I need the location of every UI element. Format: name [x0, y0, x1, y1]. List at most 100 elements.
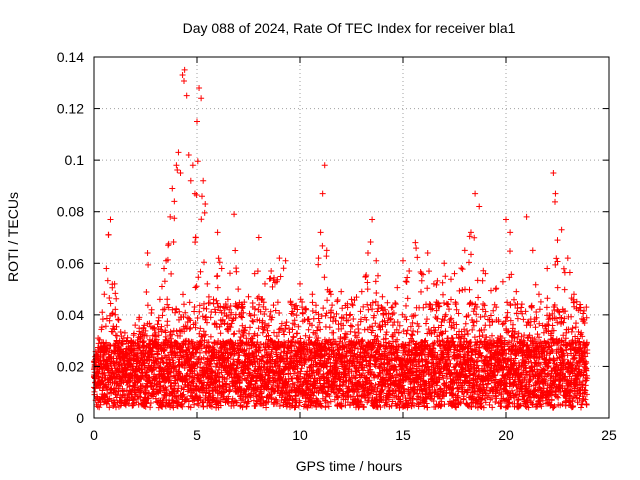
data-point — [507, 229, 514, 236]
data-point — [144, 249, 151, 256]
y-tick-label: 0.06 — [57, 255, 84, 271]
data-point — [255, 234, 262, 241]
data-point — [348, 296, 355, 303]
data-point — [451, 270, 458, 277]
data-point — [503, 216, 509, 223]
data-point — [467, 229, 474, 236]
data-point — [158, 283, 165, 290]
data-point — [189, 162, 196, 169]
data-point — [165, 242, 172, 249]
y-tick-label: 0 — [76, 410, 84, 426]
y-tick-label: 0.04 — [57, 307, 84, 323]
data-point — [282, 257, 289, 264]
data-point — [245, 293, 252, 300]
data-point — [309, 291, 316, 298]
data-point — [99, 309, 106, 316]
data-point — [194, 118, 200, 125]
data-point — [101, 291, 108, 298]
data-point — [476, 203, 483, 210]
data-point — [424, 249, 431, 256]
data-point — [185, 151, 192, 158]
data-point — [202, 200, 209, 207]
data-point — [535, 291, 542, 298]
data-point — [169, 185, 176, 192]
y-axis-label: ROTI / TECUs — [5, 192, 21, 282]
data-point — [132, 322, 139, 329]
x-tick-label: 5 — [193, 427, 201, 443]
data-point — [218, 265, 225, 272]
data-point — [268, 268, 275, 275]
data-point — [338, 288, 345, 295]
data-point — [251, 270, 258, 277]
data-point — [121, 329, 128, 336]
data-point — [200, 177, 207, 184]
data-point — [406, 268, 413, 275]
data-point — [261, 280, 268, 287]
data-points — [91, 66, 591, 411]
data-point — [235, 286, 242, 293]
data-point — [323, 247, 330, 254]
data-point — [461, 247, 468, 254]
x-tick-label: 25 — [601, 427, 617, 443]
data-point — [523, 213, 530, 220]
data-point — [373, 257, 380, 264]
data-point — [472, 190, 479, 197]
data-point — [358, 288, 365, 295]
data-point — [315, 255, 322, 262]
data-point — [177, 170, 184, 177]
data-point — [167, 213, 174, 220]
plot-frame — [93, 56, 610, 419]
data-point — [224, 296, 231, 303]
axis-ticks: 0 0.02 0.04 0.06 0.08 0.1 0.12 0.14 0 5 10 15 20 25 — [57, 49, 617, 443]
data-point — [161, 265, 168, 272]
data-point — [552, 190, 559, 197]
data-point — [231, 211, 238, 218]
data-point — [103, 265, 110, 272]
data-point — [107, 216, 114, 223]
y-tick-label: 0.14 — [57, 49, 84, 65]
data-point — [441, 260, 448, 267]
data-point — [156, 296, 163, 303]
data-point — [364, 249, 371, 256]
data-point — [297, 280, 303, 287]
data-point — [554, 237, 561, 244]
data-point — [214, 229, 221, 236]
data-point — [196, 84, 203, 91]
data-point — [319, 190, 326, 197]
y-tick-label: 0.02 — [57, 358, 84, 374]
data-point — [183, 92, 190, 99]
data-point — [115, 317, 122, 324]
chart-title: Day 088 of 2024, Rate Of TEC Index for r… — [183, 20, 516, 36]
data-point — [550, 170, 557, 177]
data-point — [513, 288, 520, 295]
data-point — [181, 66, 188, 73]
x-tick-label: 20 — [498, 427, 514, 443]
data-point — [171, 198, 178, 205]
data-point — [379, 293, 386, 300]
data-point — [570, 291, 577, 298]
data-point — [544, 265, 551, 272]
data-point — [179, 72, 186, 79]
data-point — [173, 162, 180, 169]
data-point — [175, 149, 182, 156]
data-point — [400, 257, 406, 264]
data-point — [317, 229, 324, 236]
data-point — [369, 216, 376, 223]
data-point — [187, 177, 194, 184]
data-point — [204, 280, 211, 287]
data-point — [276, 255, 283, 262]
data-point — [412, 239, 419, 246]
x-tick-label: 15 — [395, 427, 411, 443]
data-point — [564, 255, 571, 262]
y-tick-label: 0.08 — [57, 204, 84, 220]
data-point — [529, 247, 536, 254]
data-point — [321, 162, 328, 169]
data-point — [558, 226, 565, 233]
grid-lines — [94, 57, 609, 418]
data-point — [198, 95, 205, 102]
x-tick-label: 10 — [292, 427, 308, 443]
data-point — [583, 304, 590, 311]
x-axis-label: GPS time / hours — [296, 458, 403, 474]
y-tick-label: 0.12 — [57, 101, 84, 117]
